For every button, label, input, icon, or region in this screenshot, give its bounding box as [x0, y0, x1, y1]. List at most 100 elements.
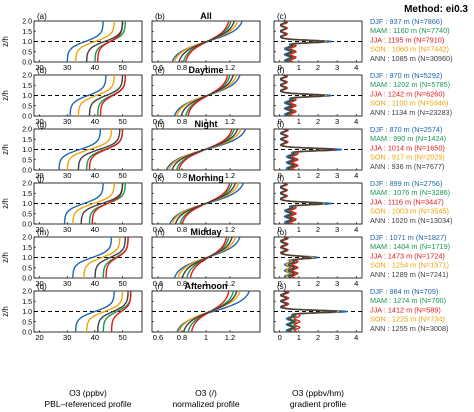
x-tick-label: 1.2 [225, 333, 235, 342]
panel-i: (i)0 1 2 3 4 [273, 120, 363, 180]
x-tick-label: 20 [35, 63, 43, 72]
series-line-djf [58, 129, 102, 170]
x-tick-label: 1 [204, 279, 208, 288]
panel-l: (l)0 1 2 3 4 [273, 174, 363, 234]
x-tick-label: 0.8 [177, 63, 187, 72]
series-line-ann [77, 129, 121, 170]
row-title: Daytime [188, 65, 223, 75]
x-tick-label: 0.8 [177, 279, 187, 288]
panel-n: (n)0.6 0.8 1 1.2 [151, 228, 261, 288]
series-group [63, 183, 126, 224]
x-tick-label: 2 [316, 279, 320, 288]
legend-entry-djf: DJF : 899 m (N=2756) [370, 179, 442, 188]
x-tick-label: 40 [91, 63, 99, 72]
legend-entry-son: SON : 1254 m (N=1971) [370, 261, 449, 270]
panel-letter: (k) [155, 174, 165, 183]
x-tick-label: 3 [335, 117, 339, 126]
y-tick-label: 0.0 [22, 276, 32, 283]
series-line-djf [74, 291, 115, 332]
x-tick-label: 40 [91, 279, 99, 288]
panel-q: (q) 2.0 1.5 1.0 0.5 0.0 z/h 20 30 40 50 [1, 282, 143, 342]
legend-entry-mam: MAM : 1274 m (N=700) [370, 296, 446, 305]
legend-entry-ann: ANN : 1085 m (N=30960) [370, 54, 453, 63]
x-tick-label: 50 [118, 279, 126, 288]
panel-letter: (o) [277, 228, 287, 237]
series-group [173, 237, 241, 278]
x-tick-label: 30 [63, 333, 71, 342]
panel-m: (m) 2.0 1.5 1.0 0.5 0.0 z/h 20 30 40 50 [1, 228, 143, 288]
y-tick-label: 1.0 [22, 201, 32, 208]
x-tick-label: 20 [35, 225, 43, 234]
series-line-jja [99, 75, 126, 116]
x-tick-label: 3 [335, 333, 339, 342]
x-tick-label: 1 [204, 225, 208, 234]
series-line-ann [171, 129, 239, 170]
series-group [165, 129, 247, 170]
y-tick-label: 0.0 [22, 60, 32, 67]
y-tick-label: 2.0 [22, 73, 32, 80]
y-tick-label: 1.0 [22, 309, 32, 316]
x-tick-label: 1.2 [225, 225, 235, 234]
y-tick-label: 0.0 [22, 330, 32, 337]
series-group [279, 291, 348, 332]
series-group [169, 183, 244, 224]
series-group [72, 237, 129, 278]
series-group [279, 183, 332, 224]
x-tick-label: 2 [316, 333, 320, 342]
y-tick-label: 2.0 [22, 289, 32, 296]
x-tick-label: 2 [316, 63, 320, 72]
y-tick-label: 0.5 [22, 103, 32, 110]
y-tick-label: 2.0 [22, 181, 32, 188]
row-title: Midday [190, 227, 221, 237]
x-tick-label: 50 [118, 225, 126, 234]
series-group [58, 129, 124, 170]
series-line-ann [279, 237, 314, 278]
series-group [171, 21, 243, 62]
x-tick-label: 2 [316, 171, 320, 180]
panel-letter: (m) [37, 228, 49, 237]
x-tick-label: 1 [297, 279, 301, 288]
legend-entry-mam: MAM : 1202 m (N=5785) [370, 80, 450, 89]
series-line-son [86, 291, 124, 332]
x-tick-label: 0.6 [153, 117, 163, 126]
series-line-djf [69, 75, 107, 116]
series-line-ann [88, 75, 124, 116]
x-tick-label: 4 [354, 63, 358, 72]
x-tick-label: 0 [278, 63, 282, 72]
panel-c: (c) 0 1 2 3 4 [273, 12, 363, 72]
panel-b: (b) 0.6 0.8 1 1.2 [151, 12, 261, 72]
panel-h: (h)0.6 0.8 1 1.2 [151, 120, 261, 180]
series-line-ann [279, 129, 334, 170]
panel-letter: (a) [37, 12, 47, 21]
column-label-line2: PBL–referenced profile [45, 399, 132, 409]
series-line-son [74, 21, 115, 62]
series-group [66, 21, 126, 62]
x-tick-label: 20 [35, 171, 43, 180]
column-label-line1: O3 (ppbv/hm) [292, 388, 344, 398]
x-tick-label: 1 [297, 171, 301, 180]
series-line-djf [176, 291, 250, 332]
panel-letter: (h) [155, 120, 165, 129]
series-line-ann [80, 183, 124, 224]
x-tick-label: 3 [335, 171, 339, 180]
x-tick-label: 0.8 [177, 225, 187, 234]
x-tick-label: 30 [63, 279, 71, 288]
row-title: All [200, 11, 212, 21]
y-tick-label: 0.5 [22, 265, 32, 272]
legend-entry-djf: DJF : 937 m (N=7866) [370, 17, 442, 26]
x-tick-label: 0.6 [153, 333, 163, 342]
panel-letter: (d) [37, 66, 47, 75]
x-tick-label: 0.6 [153, 63, 163, 72]
legend-entry-ann: ANN : 936 m (N=7677) [370, 162, 444, 171]
y-tick-label: 2.0 [22, 235, 32, 242]
legend-entry-son: SON : 1225 m (N=734) [370, 315, 445, 324]
legend-entry-mam: MAM : 1076 m (N=3286) [370, 188, 450, 197]
panel-f: (f)0 1 2 3 4 [273, 66, 363, 126]
x-tick-label: 40 [91, 225, 99, 234]
legend-entry-mam: MAM : 990 m (N=1424) [370, 134, 446, 143]
legend-entry-djf: DJF : 970 m (N=5292) [370, 71, 442, 80]
x-tick-label: 50 [118, 117, 126, 126]
legend-entry-son: SON : 1003 m (N=3545) [370, 207, 449, 216]
legend-entry-mam: MAM : 1160 m (N=7740) [370, 26, 450, 35]
y-tick-label: 0.0 [22, 222, 32, 229]
